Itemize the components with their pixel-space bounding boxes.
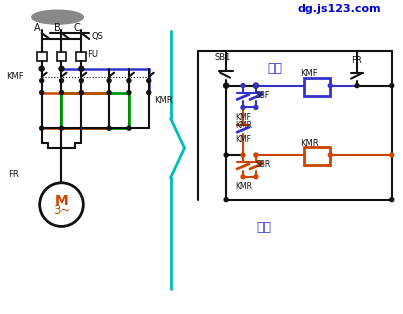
Circle shape (390, 198, 394, 202)
Circle shape (127, 90, 131, 95)
Text: 反转: 反转 (256, 221, 271, 234)
Circle shape (60, 126, 64, 130)
Circle shape (390, 153, 394, 157)
Circle shape (254, 106, 258, 109)
Circle shape (107, 126, 111, 130)
Text: C: C (74, 23, 81, 33)
Circle shape (39, 126, 44, 130)
Text: FU: FU (87, 50, 98, 59)
Circle shape (60, 78, 64, 83)
Text: KMF: KMF (301, 69, 318, 78)
Text: KMR: KMR (235, 182, 252, 191)
Text: SB1: SB1 (214, 53, 231, 62)
Circle shape (147, 78, 151, 83)
Circle shape (253, 83, 258, 88)
Text: dg.js123.com: dg.js123.com (297, 4, 381, 14)
Circle shape (328, 153, 332, 157)
Text: FR: FR (351, 56, 362, 65)
Circle shape (328, 84, 332, 88)
Text: FR: FR (8, 171, 19, 179)
Bar (76, 52, 86, 61)
Text: KMF: KMF (6, 72, 24, 81)
Text: KMR: KMR (235, 121, 252, 130)
Circle shape (254, 153, 258, 157)
Circle shape (39, 78, 44, 83)
Circle shape (107, 78, 111, 83)
Circle shape (241, 106, 245, 109)
Text: 3~: 3~ (53, 204, 70, 217)
Circle shape (241, 84, 245, 88)
Circle shape (355, 84, 359, 88)
Bar (37, 52, 47, 61)
Circle shape (224, 84, 228, 88)
Text: SBR: SBR (256, 160, 271, 170)
Circle shape (390, 84, 394, 88)
Bar (305, 147, 330, 165)
Text: KMR: KMR (301, 138, 319, 148)
Circle shape (59, 66, 64, 71)
Circle shape (224, 153, 228, 157)
Text: KMF: KMF (235, 135, 251, 143)
Circle shape (224, 83, 229, 88)
Text: QS: QS (91, 31, 103, 41)
Circle shape (241, 153, 245, 157)
Circle shape (79, 66, 84, 71)
Text: SBF: SBF (256, 91, 270, 100)
Bar (305, 78, 330, 95)
Circle shape (127, 78, 131, 83)
Text: M: M (55, 194, 69, 208)
Circle shape (39, 183, 83, 226)
Circle shape (39, 66, 44, 71)
Circle shape (224, 198, 228, 202)
Circle shape (254, 84, 258, 88)
Circle shape (79, 78, 83, 83)
Circle shape (127, 126, 131, 130)
Text: 正转: 正转 (268, 62, 283, 75)
Text: B: B (54, 23, 61, 33)
Circle shape (241, 175, 245, 179)
Circle shape (107, 90, 111, 95)
Bar (56, 52, 66, 61)
Text: KMF: KMF (235, 113, 251, 122)
Circle shape (79, 90, 83, 95)
Circle shape (254, 175, 258, 179)
Text: A: A (34, 23, 41, 33)
Circle shape (147, 90, 151, 95)
Text: KMR: KMR (154, 96, 172, 105)
Circle shape (39, 90, 44, 95)
Circle shape (60, 90, 64, 95)
Ellipse shape (32, 10, 83, 24)
